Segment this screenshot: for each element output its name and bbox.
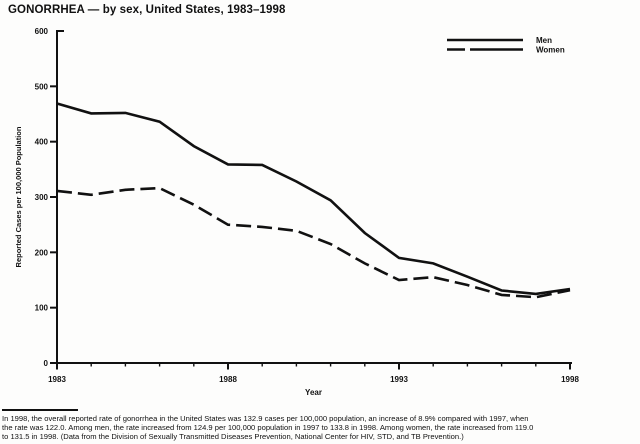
men-line <box>56 102 571 296</box>
women-line <box>56 186 571 299</box>
footnote-line-1: In 1998, the overall reported rate of go… <box>2 414 529 423</box>
y-tick-label: 600 <box>35 27 49 36</box>
x-axis-title: Year <box>305 388 322 397</box>
footnote-rule <box>2 409 78 411</box>
x-tick-label: 1988 <box>219 375 237 384</box>
footnote-line-3: to 131.5 in 1998. (Data from the Divisio… <box>2 432 464 441</box>
x-tick-label: 1983 <box>48 375 66 384</box>
y-axis-title: Reported Cases per 100,000 Population <box>14 126 23 267</box>
y-tick-label: 200 <box>35 248 49 257</box>
x-tick-label: 1993 <box>390 375 408 384</box>
footnote-line-2: the rate was 122.0. Among men, the rate … <box>2 423 534 432</box>
legend-women-label: Women <box>536 46 565 55</box>
gonorrhea-line-chart: 0 100 200 300 400 500 600 1983 1988 1993 1998 Year R… <box>14 27 579 397</box>
y-tick-label: 500 <box>35 82 49 91</box>
y-tick-label: 0 <box>44 359 49 368</box>
y-tick-label: 300 <box>35 193 49 202</box>
x-tick-label: 1998 <box>561 375 579 384</box>
y-tick-label: 400 <box>35 138 49 147</box>
footnote: In 1998, the overall reported rate of go… <box>2 409 638 441</box>
legend-men-label: Men <box>536 36 552 45</box>
chart-title: GONORRHEA — by sex, United States, 1983–… <box>8 4 286 16</box>
y-tick-label: 100 <box>35 304 49 313</box>
